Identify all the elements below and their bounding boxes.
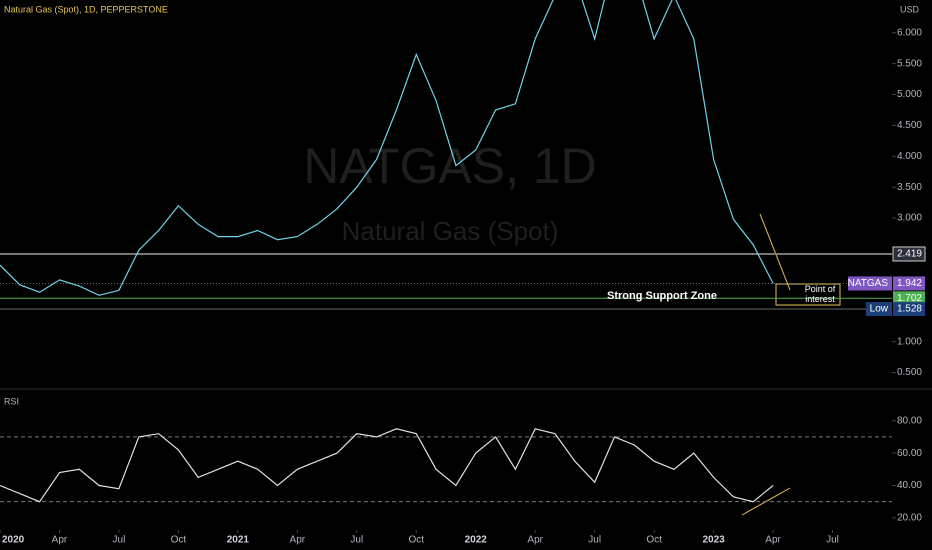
watermark-subtitle: Natural Gas (Spot) <box>342 216 559 246</box>
x-tick-label: 2023 <box>702 535 725 546</box>
y-tick-label: 60.00 <box>897 448 922 459</box>
price-label: 1.702 <box>897 293 922 304</box>
price-label-name: NATGAS <box>848 278 889 289</box>
price-label: 2.419 <box>897 249 922 260</box>
price-line <box>0 0 774 296</box>
y-tick-label: 6.000 <box>897 27 922 38</box>
x-tick-label: Jul <box>350 535 363 546</box>
y-tick-label: 5.500 <box>897 58 922 69</box>
y-tick-label: 80.00 <box>897 415 922 426</box>
rsi-title: RSI <box>4 396 19 406</box>
x-tick-label: 2020 <box>2 535 25 546</box>
price-label-name-box <box>848 276 892 291</box>
price-label: 1.528 <box>897 304 922 315</box>
x-tick-label: Apr <box>765 535 781 546</box>
y-tick-label: 5.000 <box>897 89 922 100</box>
price-label-box <box>893 291 925 306</box>
y-tick-label: 4.000 <box>897 151 922 162</box>
x-tick-label: Jul <box>826 535 839 546</box>
x-tick-label: Oct <box>408 535 424 546</box>
annotation: Strong Support Zone <box>607 290 717 302</box>
price-label-box <box>893 276 925 291</box>
x-tick-label: Oct <box>646 535 662 546</box>
y-tick-label: 1.000 <box>897 336 922 347</box>
price-label: 1.942 <box>897 278 922 289</box>
chart-title: Natural Gas (Spot), 1D, PEPPERSTONE <box>4 4 168 14</box>
y-tick-label: 3.500 <box>897 182 922 193</box>
pane <box>0 428 774 503</box>
x-tick-label: 2021 <box>227 535 250 546</box>
x-tick-label: Apr <box>527 535 543 546</box>
x-tick-label: Jul <box>588 535 601 546</box>
x-tick-label: 2022 <box>465 535 488 546</box>
y-tick-label: 0.500 <box>897 367 922 378</box>
annotation: Point of interest <box>805 284 836 304</box>
x-tick-label: Oct <box>171 535 187 546</box>
rsi-line <box>0 428 774 503</box>
price-label-name: Low <box>870 304 889 315</box>
trend-drawing <box>759 213 791 291</box>
price-label-box <box>892 246 926 262</box>
y-tick-label: 3.000 <box>897 213 922 224</box>
annotation-box <box>775 283 841 306</box>
currency-label: USD <box>900 4 920 14</box>
y-tick-label: 40.00 <box>897 480 922 491</box>
pane <box>0 0 774 296</box>
x-tick-label: Apr <box>52 535 68 546</box>
y-tick-label: 4.500 <box>897 120 922 131</box>
x-tick-label: Jul <box>113 535 126 546</box>
y-tick-label: 20.00 <box>897 513 922 524</box>
price-label-box <box>893 302 925 317</box>
price-label-name-box <box>866 302 892 317</box>
x-tick-label: Apr <box>290 535 306 546</box>
